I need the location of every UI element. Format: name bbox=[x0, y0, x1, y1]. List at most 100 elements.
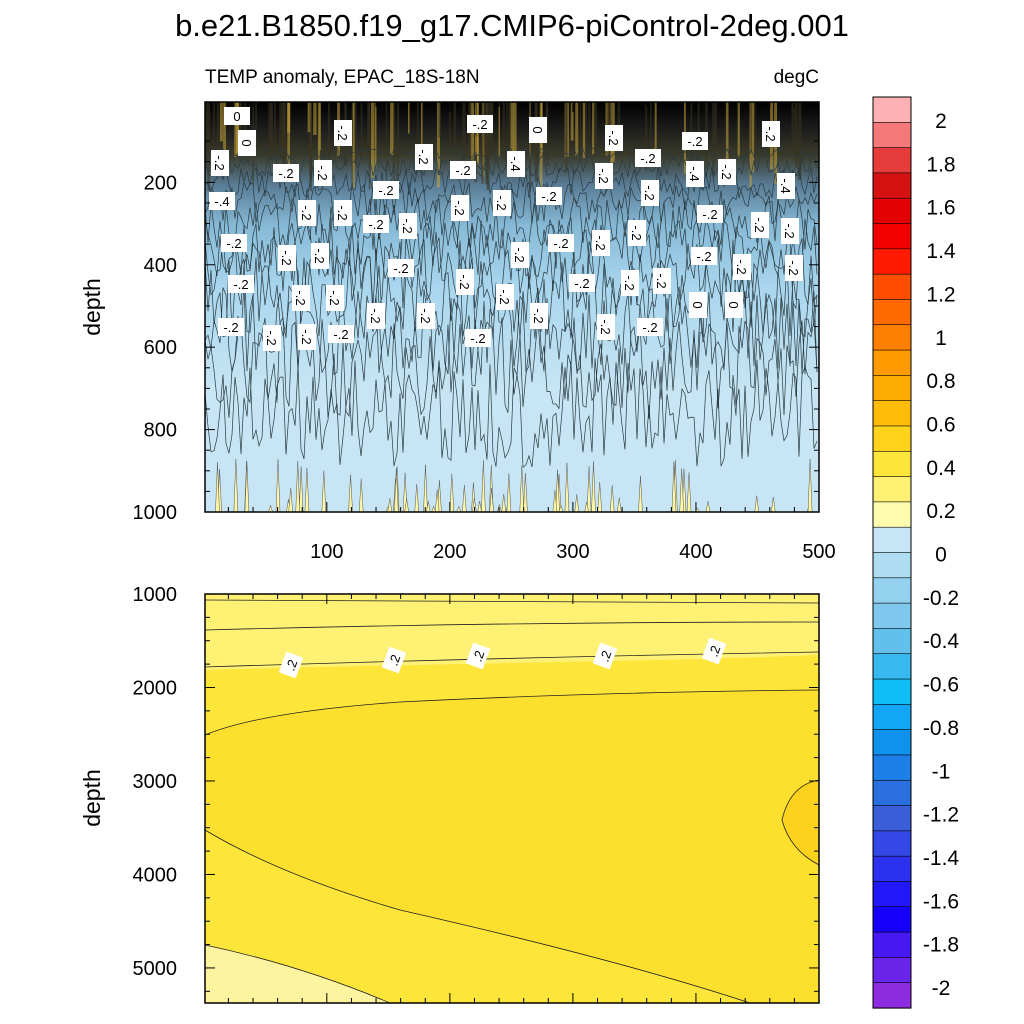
contour-label: -.2 bbox=[697, 205, 723, 223]
svg-text:.2: .2 bbox=[470, 649, 488, 664]
contour-label: -.4 bbox=[209, 192, 235, 210]
contour-label: -.2 bbox=[298, 324, 316, 350]
surface-streak bbox=[654, 102, 657, 162]
colorbar-cell bbox=[872, 147, 912, 174]
colorbar-label: 1 bbox=[935, 327, 947, 350]
surface-streak bbox=[477, 102, 479, 165]
contour-label: -.2 bbox=[467, 115, 493, 133]
y-tick-label: 3000 bbox=[133, 771, 178, 793]
colorbar-cell bbox=[872, 805, 912, 832]
deep-spike bbox=[481, 460, 486, 512]
svg-text:-.2: -.2 bbox=[455, 163, 470, 178]
deep-spike bbox=[584, 501, 589, 512]
deep-spike bbox=[638, 475, 643, 512]
surface-streak bbox=[566, 102, 569, 157]
lower-band-upper-mid bbox=[205, 655, 819, 735]
surface-streak bbox=[588, 102, 591, 138]
y-tick-label: 800 bbox=[144, 420, 177, 442]
surface-streak bbox=[453, 102, 456, 146]
deep-spike bbox=[456, 505, 462, 512]
contour-label: -.2 bbox=[314, 160, 332, 186]
colorbar: 2 1.8 1.6 1.4 1.2 1 0.8 0.6 0.4 0.2 0 -0.2 -0.4 -0.6 -… bbox=[872, 96, 959, 1009]
contour-label: -.2 bbox=[417, 303, 435, 329]
svg-text:-.2: -.2 bbox=[642, 320, 657, 335]
upper-y-axis-label: depth bbox=[79, 278, 105, 336]
y-tick-label: 5000 bbox=[133, 958, 178, 980]
contour-label: -.2 bbox=[292, 285, 310, 311]
surface-streak bbox=[313, 102, 317, 136]
contour-label: -.2 bbox=[635, 149, 661, 167]
contour-label: -.2 bbox=[334, 200, 352, 226]
svg-text:-.4: -.4 bbox=[687, 166, 702, 181]
contour-label: -.2 bbox=[762, 121, 780, 147]
surface-streak bbox=[575, 102, 579, 157]
colorbar-label: -1.2 bbox=[923, 804, 959, 827]
surface-streak bbox=[485, 102, 489, 166]
contour-label: 0 bbox=[529, 117, 547, 143]
surface-streak bbox=[570, 102, 574, 141]
contour-label: -.2 bbox=[451, 195, 469, 221]
colorbar-cell bbox=[872, 400, 912, 427]
colorbar-label: -0.6 bbox=[923, 674, 959, 697]
figure-title: b.e21.B1850.f19_g17.CMIP6-piControl-2deg… bbox=[175, 8, 849, 43]
svg-text:-.2: -.2 bbox=[574, 276, 589, 291]
deep-spike bbox=[268, 504, 273, 512]
deep-spike bbox=[591, 461, 596, 512]
svg-text:-.2: -.2 bbox=[368, 308, 383, 323]
deep-spike bbox=[686, 472, 692, 512]
surface-streak bbox=[354, 102, 357, 164]
colorbar-label: 0.4 bbox=[926, 457, 956, 480]
surface-streak bbox=[274, 102, 276, 152]
svg-text:-.2: -.2 bbox=[702, 207, 717, 222]
deep-spike bbox=[348, 474, 353, 512]
contour-label: -.2 bbox=[415, 144, 433, 170]
contour-label: -.2 bbox=[228, 275, 254, 293]
x-tick-label: 500 bbox=[802, 541, 835, 563]
colorbar-cell bbox=[872, 653, 912, 680]
contour-label: -.2 bbox=[273, 164, 299, 182]
svg-text:-.2: -.2 bbox=[416, 149, 431, 164]
deep-spike bbox=[414, 483, 419, 512]
colorbar-label: -1.8 bbox=[923, 934, 959, 957]
surface-streak bbox=[498, 102, 501, 157]
svg-text:-.2: -.2 bbox=[541, 189, 556, 204]
deep-spike bbox=[555, 469, 560, 512]
deep-spike bbox=[233, 459, 239, 512]
contour-label: -.2 bbox=[311, 243, 329, 269]
surface-streak bbox=[795, 102, 798, 169]
svg-text:-.2: -.2 bbox=[782, 223, 797, 238]
surface-streak bbox=[309, 102, 313, 180]
colorbar-cell bbox=[872, 577, 912, 604]
colorbar-cell bbox=[872, 628, 912, 655]
colorbar-cell bbox=[872, 779, 912, 807]
colorbar-cell bbox=[872, 931, 912, 958]
colorbar-label: 2 bbox=[935, 110, 947, 133]
lower-core bbox=[205, 690, 819, 1003]
colorbar-cell bbox=[872, 830, 912, 857]
surface-streak bbox=[370, 102, 375, 178]
surface-streak bbox=[436, 102, 440, 188]
contour-label: -.2 bbox=[211, 150, 229, 176]
deep-spike bbox=[807, 458, 813, 512]
deep-spike bbox=[609, 485, 615, 512]
deep-spike bbox=[519, 465, 525, 512]
deep-spike bbox=[564, 462, 570, 512]
lower-deep-band bbox=[205, 945, 390, 1003]
upper-plot-frame bbox=[204, 101, 820, 513]
surface-streak bbox=[319, 102, 321, 151]
svg-text:-.2: -.2 bbox=[593, 235, 608, 250]
svg-text:-.4: -.4 bbox=[508, 156, 523, 171]
upper-panel: 00-.2-.2 0-.2 -.2 -.2-.2-.2 -.2-.2-.2 -.4-.2-… bbox=[79, 101, 836, 563]
contour-label: -.2 bbox=[511, 242, 529, 268]
surface-streak bbox=[582, 102, 586, 158]
surface-streak bbox=[236, 102, 239, 154]
colorbar-label: 0.2 bbox=[926, 500, 955, 523]
surface-streak bbox=[216, 102, 220, 151]
svg-text:-.2: -.2 bbox=[279, 250, 294, 265]
surface-streak bbox=[407, 102, 410, 134]
svg-text:-.2: -.2 bbox=[400, 218, 415, 233]
upper-contour-labels: 00-.2-.2 0-.2 -.2 -.2-.2-.2 -.2-.2-.2 -.4-.2-… bbox=[209, 107, 803, 351]
contour-line bbox=[205, 358, 818, 468]
contour-label: -.2 bbox=[595, 163, 613, 189]
